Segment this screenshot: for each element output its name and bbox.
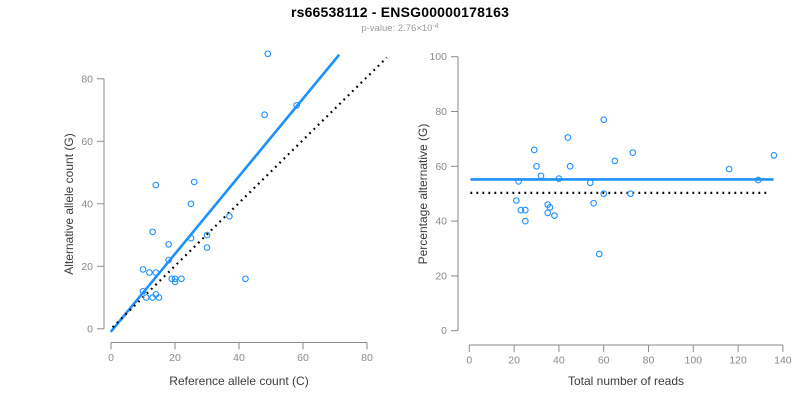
x-tick-label: 60: [598, 355, 610, 367]
regression-line: [109, 53, 341, 333]
data-point: [564, 134, 572, 141]
x-tick-label: 140: [774, 355, 792, 367]
y-tick-label: 20: [435, 270, 447, 282]
data-point: [293, 102, 300, 109]
data-point: [152, 181, 160, 189]
x-tick-label: 20: [508, 355, 520, 367]
x-axis-title: Reference allele count (C): [169, 374, 308, 388]
data-point: [142, 294, 150, 301]
data-point: [595, 250, 603, 258]
data-point: [139, 266, 147, 273]
x-tick-label: 0: [108, 352, 114, 364]
data-point: [139, 287, 147, 295]
data-point: [226, 212, 233, 220]
y-tick-label: 80: [435, 106, 447, 118]
data-point: [190, 178, 198, 186]
data-point: [178, 275, 185, 283]
data-point: [165, 256, 172, 264]
y-tick-label: 60: [81, 136, 93, 148]
percentage-alternative-chart: 0 20 40 60 80 100 0 20 40 60 80 100 120 140 Total numb…: [416, 51, 792, 388]
data-point: [590, 199, 597, 207]
x-tick-label: 60: [297, 352, 309, 364]
data-point: [171, 275, 179, 283]
data-point: [586, 179, 594, 187]
y-tick-label: 0: [441, 325, 447, 337]
data-point: [725, 165, 733, 173]
p-value-exponent: -4: [432, 22, 439, 30]
data-point: [146, 269, 153, 276]
data-point: [155, 294, 163, 301]
data-point: [521, 206, 529, 214]
x-tick-label: 120: [729, 355, 747, 367]
y-tick-label: 40: [81, 198, 93, 210]
x-tick-label: 80: [643, 355, 655, 367]
data-point: [203, 244, 211, 251]
allele-count-chart: 0 20 40 60 80 0 20 40 60 80 Reference allele count…: [62, 50, 388, 388]
data-point: [533, 162, 540, 170]
data-point: [555, 175, 563, 182]
data-point: [149, 294, 156, 301]
x-axis-title: Total number of reads: [568, 374, 684, 388]
y-axis-title: Percentage alternative (G): [416, 124, 430, 265]
x-tick-label: 40: [233, 352, 245, 364]
x-tick-label: 80: [361, 352, 373, 364]
data-point: [611, 157, 619, 165]
data-point: [264, 50, 272, 58]
page-title: rs66538112 - ENSG00000178163: [290, 4, 510, 20]
y-tick-label: 0: [87, 323, 93, 335]
y-tick-label: 100: [429, 51, 447, 63]
data-point: [149, 228, 156, 236]
data-point: [546, 204, 554, 211]
data-point: [165, 241, 172, 248]
data-point: [600, 190, 608, 198]
y-tick-label: 60: [435, 161, 447, 173]
data-point: [530, 146, 538, 154]
y-tick-label: 20: [81, 261, 93, 273]
data-point: [187, 200, 195, 208]
data-point: [754, 176, 762, 184]
data-point: [203, 231, 211, 239]
data-point: [171, 278, 179, 286]
p-value-text: p-value: 2.76×10: [361, 23, 433, 34]
data-point: [770, 151, 778, 159]
data-point: [261, 111, 268, 119]
data-point: [629, 149, 637, 156]
x-tick-label: 100: [685, 355, 703, 367]
data-point: [551, 212, 558, 219]
data-point: [627, 190, 634, 198]
data-point: [187, 234, 195, 242]
identity-line: [111, 56, 388, 329]
data-point: [521, 217, 529, 225]
data-point: [152, 291, 160, 298]
data-point: [566, 162, 574, 170]
data-point: [152, 269, 160, 276]
data-point: [515, 178, 522, 185]
data-point: [544, 209, 552, 217]
x-tick-label: 20: [169, 352, 181, 364]
x-tick-label: 0: [466, 355, 472, 367]
data-point: [512, 197, 520, 204]
data-point: [517, 206, 525, 214]
data-point: [600, 116, 608, 124]
data-point: [242, 275, 249, 283]
x-tick-label: 40: [553, 355, 565, 367]
y-tick-label: 40: [435, 216, 447, 228]
y-axis-title: Alternative allele count (G): [62, 133, 76, 274]
p-value-subtitle: p-value: 2.76×10-4: [0, 22, 800, 35]
y-tick-label: 80: [81, 73, 93, 85]
data-point: [537, 172, 545, 180]
